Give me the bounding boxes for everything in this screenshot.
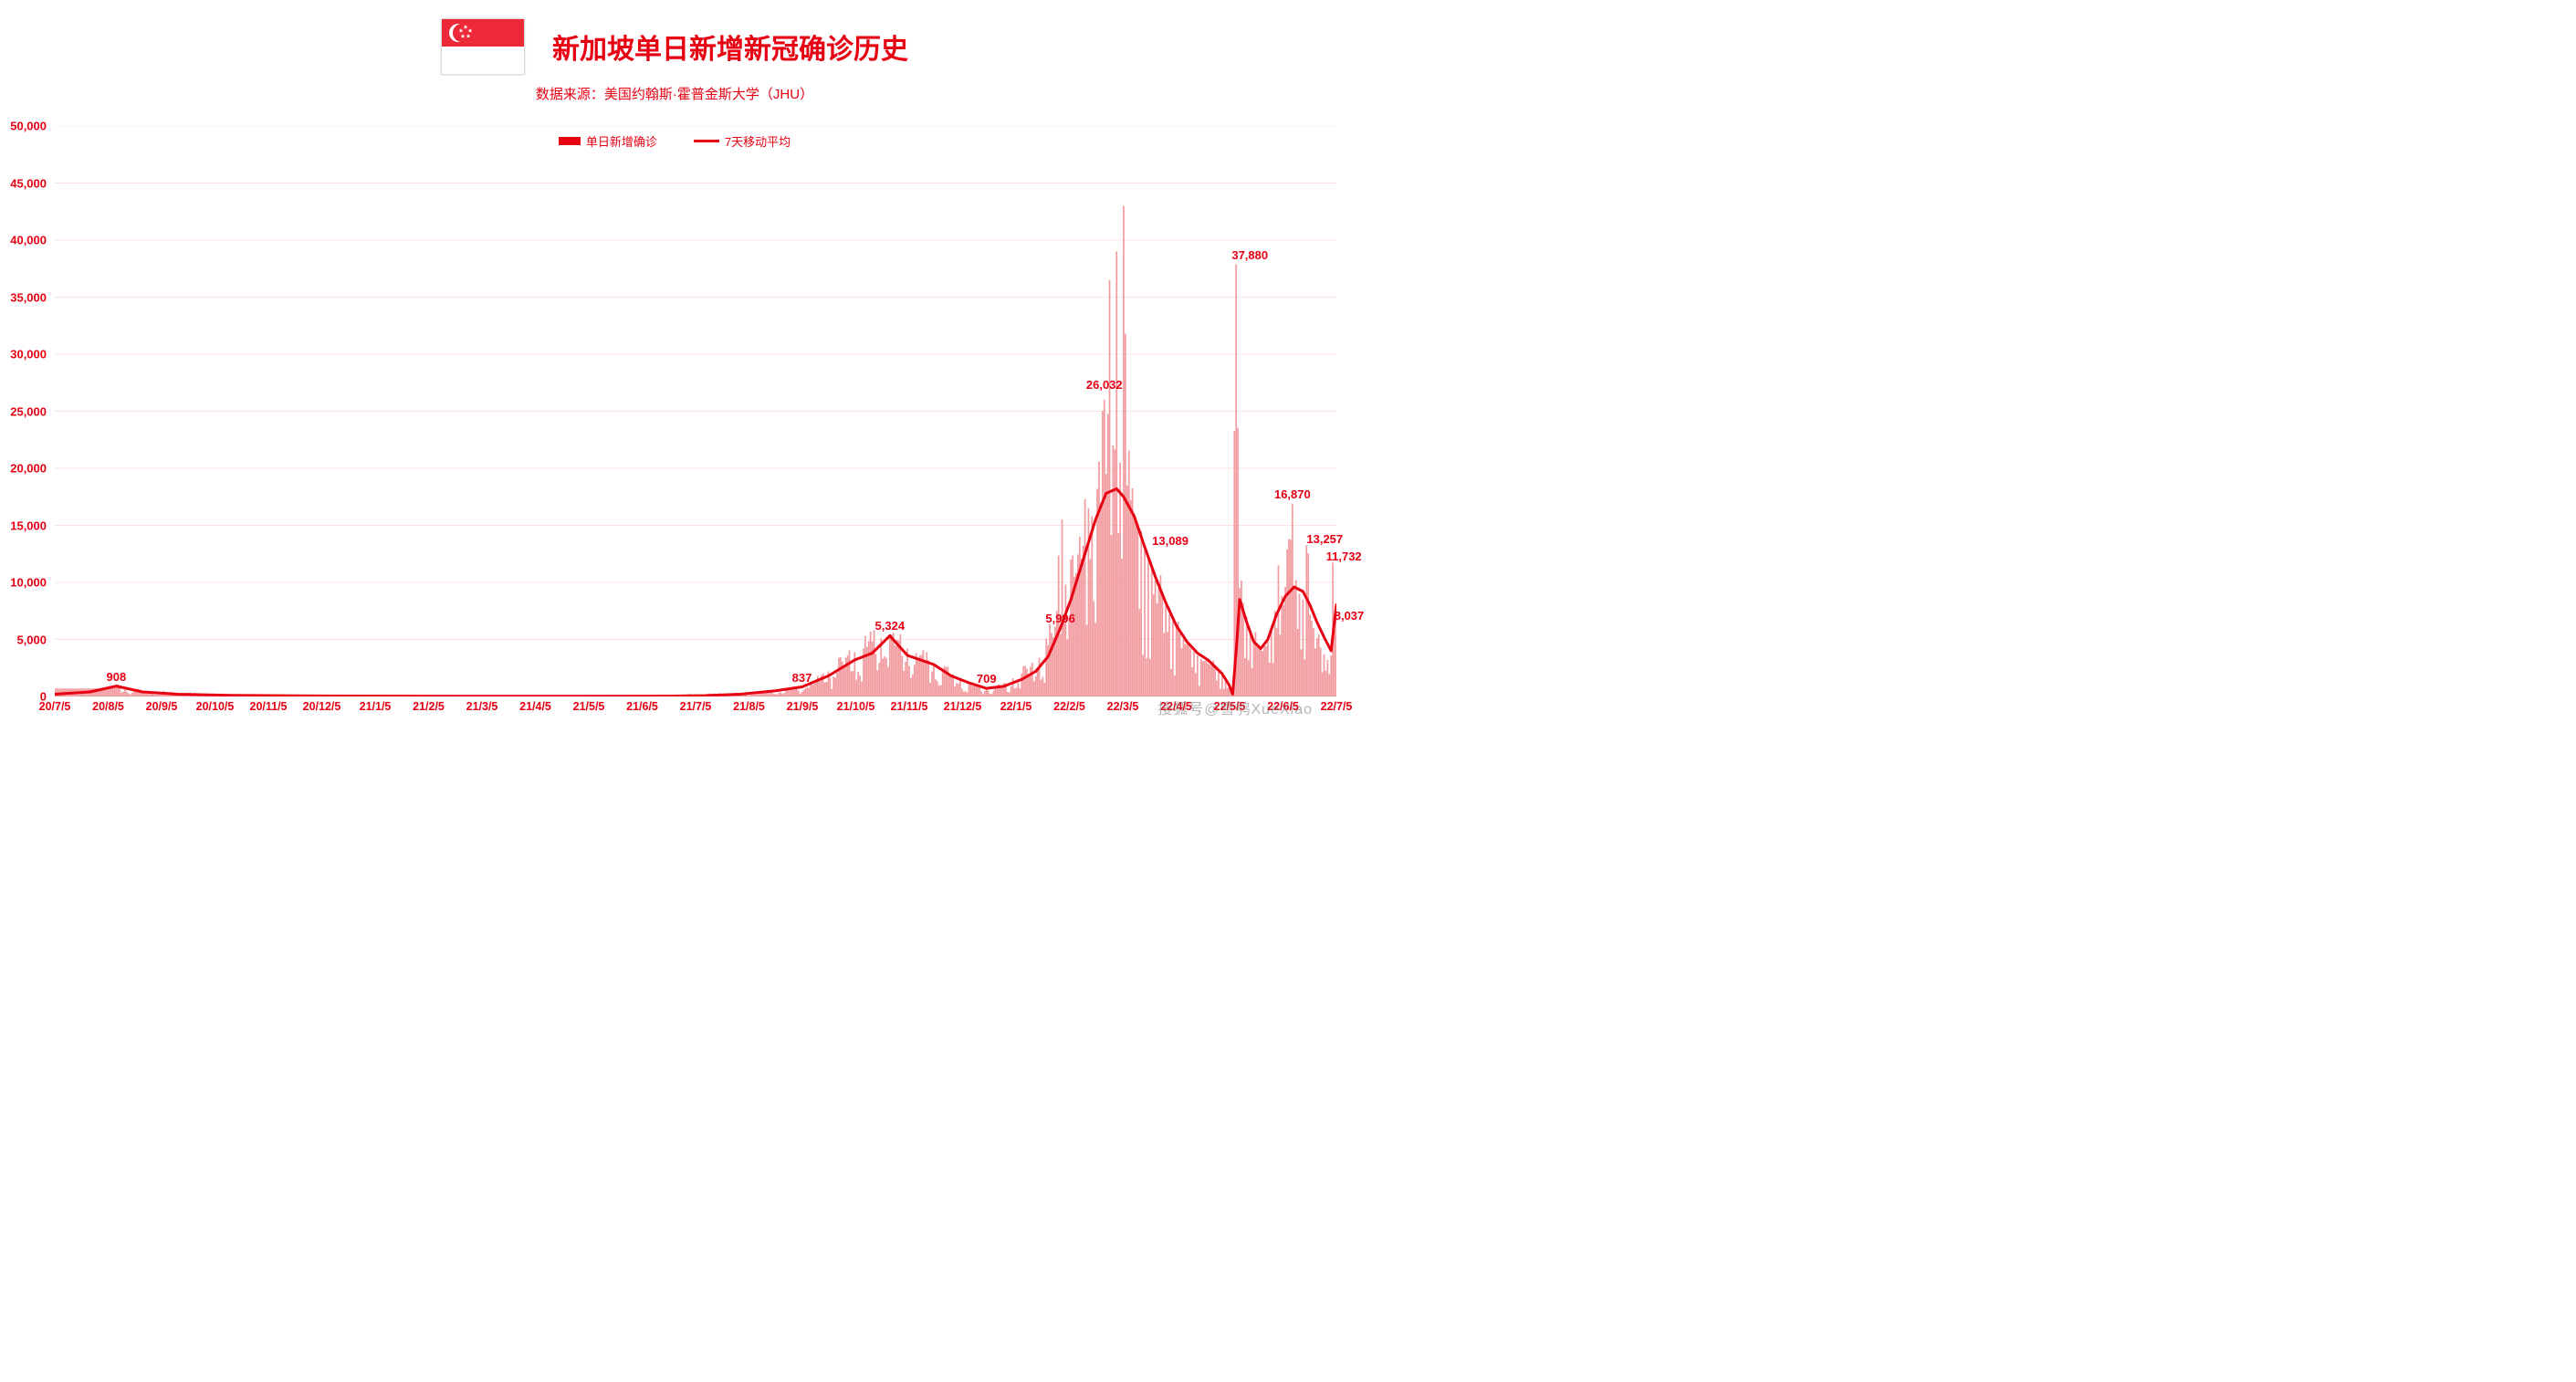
x-tick-label: 21/10/5 xyxy=(837,700,875,713)
data-point-label: 709 xyxy=(977,672,997,686)
title-row: 新加坡单日新增新冠确诊历史 xyxy=(441,18,908,75)
x-tick-label: 21/11/5 xyxy=(890,700,927,713)
data-point-label: 13,257 xyxy=(1306,532,1343,546)
y-tick-label: 45,000 xyxy=(10,176,47,190)
y-tick-label: 20,000 xyxy=(10,462,47,476)
flag-top xyxy=(442,19,524,47)
data-point-label: 908 xyxy=(107,670,127,684)
chart-plot-area: 908 837 5,324 709 5,996 26,032 13,089 37,880 16,… xyxy=(55,126,1336,696)
x-tick-label: 22/2/5 xyxy=(1053,700,1085,713)
y-tick-label: 40,000 xyxy=(10,234,47,247)
x-tick-label: 21/12/5 xyxy=(944,700,982,713)
y-tick-label: 15,000 xyxy=(10,518,47,532)
y-axis-labels: 05,00010,00015,00020,00025,00030,00035,0… xyxy=(0,126,50,696)
x-tick-label: 21/5/5 xyxy=(573,700,605,713)
x-tick-label: 21/9/5 xyxy=(787,700,819,713)
x-tick-label: 21/8/5 xyxy=(733,700,765,713)
data-point-label: 16,870 xyxy=(1274,487,1311,501)
x-tick-label: 22/3/5 xyxy=(1107,700,1139,713)
data-point-label: 37,880 xyxy=(1231,248,1268,262)
chart-title: 新加坡单日新增新冠确诊历史 xyxy=(552,26,908,67)
data-point-label: 837 xyxy=(792,671,812,685)
x-tick-label: 21/6/5 xyxy=(626,700,658,713)
x-tick-label: 22/7/5 xyxy=(1321,700,1353,713)
y-tick-label: 50,000 xyxy=(10,120,47,133)
x-tick-label: 22/1/5 xyxy=(1000,700,1032,713)
x-tick-label: 20/11/5 xyxy=(249,700,287,713)
x-tick-label: 21/3/5 xyxy=(466,700,498,713)
x-tick-label: 20/7/5 xyxy=(39,700,71,713)
x-tick-label: 20/8/5 xyxy=(92,700,124,713)
y-tick-label: 5,000 xyxy=(16,633,47,646)
x-axis-labels: 20/7/520/8/520/9/520/10/520/11/520/12/52… xyxy=(55,700,1336,718)
x-tick-label: 20/10/5 xyxy=(196,700,235,713)
data-point-label: 26,032 xyxy=(1086,378,1123,392)
flag-bottom xyxy=(442,47,524,74)
singapore-flag-icon xyxy=(441,18,525,75)
y-tick-label: 30,000 xyxy=(10,348,47,361)
data-point-label: 13,089 xyxy=(1152,534,1189,548)
x-tick-label: 21/2/5 xyxy=(413,700,445,713)
chart-header: 新加坡单日新增新冠确诊历史 数据来源：美国约翰斯·霍普金斯大学（JHU） xyxy=(0,18,1349,103)
y-tick-label: 10,000 xyxy=(10,576,47,590)
chart-subtitle: 数据来源：美国约翰斯·霍普金斯大学（JHU） xyxy=(536,84,813,103)
x-tick-label: 20/12/5 xyxy=(303,700,341,713)
watermark: 搜狐号@雪鸮XueXiao xyxy=(1157,696,1313,718)
y-tick-label: 25,000 xyxy=(10,404,47,418)
chart-svg xyxy=(55,126,1336,696)
y-tick-label: 35,000 xyxy=(10,290,47,304)
x-tick-label: 20/9/5 xyxy=(146,700,178,713)
data-point-label: 11,732 xyxy=(1326,550,1362,563)
x-tick-label: 21/1/5 xyxy=(360,700,392,713)
x-tick-label: 21/4/5 xyxy=(519,700,551,713)
x-tick-label: 21/7/5 xyxy=(680,700,712,713)
data-point-label: 5,996 xyxy=(1045,612,1075,625)
data-point-label: 5,324 xyxy=(875,619,906,633)
data-point-label: 8,037 xyxy=(1335,609,1365,623)
